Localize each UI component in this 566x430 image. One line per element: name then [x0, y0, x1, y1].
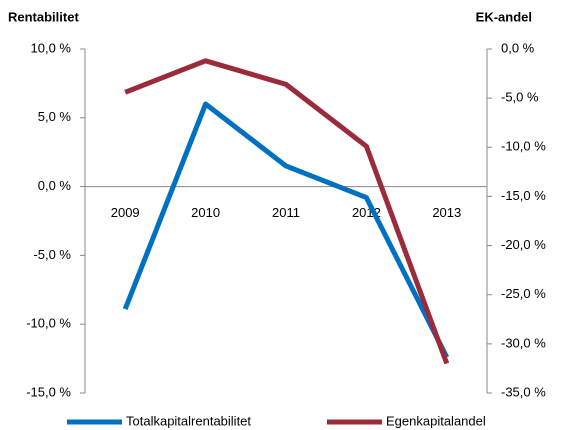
legend-label: Totalkapitalrentabilitet: [126, 413, 251, 428]
x-tick-label: 2013: [432, 205, 461, 220]
y2-tick-label: -25,0 %: [501, 286, 546, 301]
y2-tick-label: -15,0 %: [501, 188, 546, 203]
y2-tick-label: 0,0 %: [501, 40, 535, 55]
y-tick-label: -15,0 %: [26, 384, 71, 399]
y2-tick-label: -30,0 %: [501, 335, 546, 350]
y-tick-label: -10,0 %: [26, 316, 71, 331]
y2-tick-label: -20,0 %: [501, 237, 546, 252]
series-line: [122, 101, 450, 359]
x-tick-label: 2009: [111, 205, 140, 220]
legend-label: Egenkapitalandel: [386, 413, 486, 428]
x-tick-label: 2010: [191, 205, 220, 220]
y2-tick-label: -35,0 %: [501, 384, 546, 399]
y-tick-label: -5,0 %: [33, 247, 71, 262]
y-tick-label: 10,0 %: [31, 40, 72, 55]
y-tick-label: 5,0 %: [38, 109, 72, 124]
y2-tick-label: -5,0 %: [501, 90, 539, 105]
series-line: [124, 58, 450, 365]
y2-axis-title: EK-andel: [476, 9, 532, 24]
y-tick-label: 0,0 %: [38, 178, 72, 193]
y2-tick-label: -10,0 %: [501, 139, 546, 154]
x-tick-label: 2011: [272, 205, 300, 220]
y-axis-title: Rentabilitet: [8, 9, 79, 24]
